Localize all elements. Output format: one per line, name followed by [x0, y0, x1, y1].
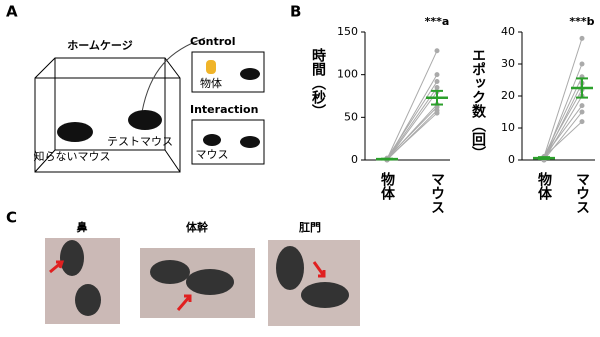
- annotation: ***b: [569, 15, 594, 28]
- y-tick-label: 30: [501, 57, 515, 70]
- mouse-icon: [57, 122, 93, 142]
- y-tick-label: 150: [337, 25, 358, 38]
- x-tick-label: マウス: [574, 172, 590, 214]
- subject-point: [579, 103, 585, 109]
- subject-line: [543, 111, 583, 161]
- y-tick-label: 50: [344, 110, 358, 123]
- subject-line: [543, 105, 583, 158]
- subject-point: [434, 84, 440, 90]
- object-icon: [206, 60, 216, 74]
- annotation: ***a: [425, 15, 450, 28]
- subject-point: [434, 78, 440, 84]
- subject-line: [543, 82, 583, 161]
- subject-line: [386, 81, 438, 159]
- panel-label: A: [6, 3, 18, 21]
- panel-label: B: [290, 3, 301, 21]
- subject-line: [543, 121, 583, 158]
- mouse-icon: [240, 136, 260, 148]
- subject-point: [579, 109, 585, 115]
- x-tick-label: 物体: [379, 171, 395, 201]
- mouse-icon: [128, 110, 162, 130]
- subject-line: [386, 106, 438, 159]
- mouse-label: マウス: [196, 148, 229, 161]
- y-tick-label: 10: [501, 121, 515, 134]
- photo: [45, 238, 120, 324]
- subject-line: [543, 76, 583, 158]
- test-mouse: テストマウス: [107, 135, 173, 148]
- subject-line: [386, 87, 438, 160]
- y-tick-label: 40: [501, 25, 515, 38]
- subject-line: [543, 38, 583, 157]
- mouse-icon: [240, 68, 260, 80]
- y-tick-label: 0: [351, 153, 358, 166]
- subject-line: [543, 95, 583, 161]
- subject-point: [434, 72, 440, 78]
- cage: [34, 37, 206, 173]
- object-label: 物体: [200, 76, 222, 90]
- photo: [140, 248, 255, 318]
- subject-point: [579, 35, 585, 41]
- y-axis-label: 時間（秒）: [310, 47, 327, 118]
- photo-title: 鼻: [77, 220, 88, 234]
- cage-label: ホームケージ: [67, 39, 132, 52]
- unknown-mouse: 知らないマウス: [34, 149, 111, 163]
- control-box: [191, 51, 265, 93]
- photo-title: 肛門: [299, 221, 321, 234]
- mouse-icon: [203, 134, 221, 146]
- subject-point: [579, 119, 585, 125]
- subject-line: [543, 89, 583, 158]
- x-tick-label: マウス: [429, 172, 445, 214]
- interaction-box: [191, 119, 265, 165]
- subject-point: [579, 61, 585, 67]
- y-tick-label: 100: [337, 68, 358, 81]
- subject-point: [434, 110, 440, 116]
- y-tick-label: 0: [508, 153, 515, 166]
- subject-line: [386, 112, 438, 160]
- y-axis-label: エポック数（回）: [470, 48, 487, 160]
- subject-line: [386, 50, 438, 160]
- panel-label: C: [6, 209, 17, 227]
- y-tick-label: 20: [501, 89, 515, 102]
- photo-title: 体幹: [186, 220, 208, 234]
- subject-line: [386, 91, 438, 161]
- x-tick-label: 物体: [536, 171, 552, 201]
- photo: [268, 240, 360, 326]
- subject-point: [434, 48, 440, 54]
- interaction-label: Interaction: [190, 103, 258, 116]
- control-label: Control: [190, 35, 235, 48]
